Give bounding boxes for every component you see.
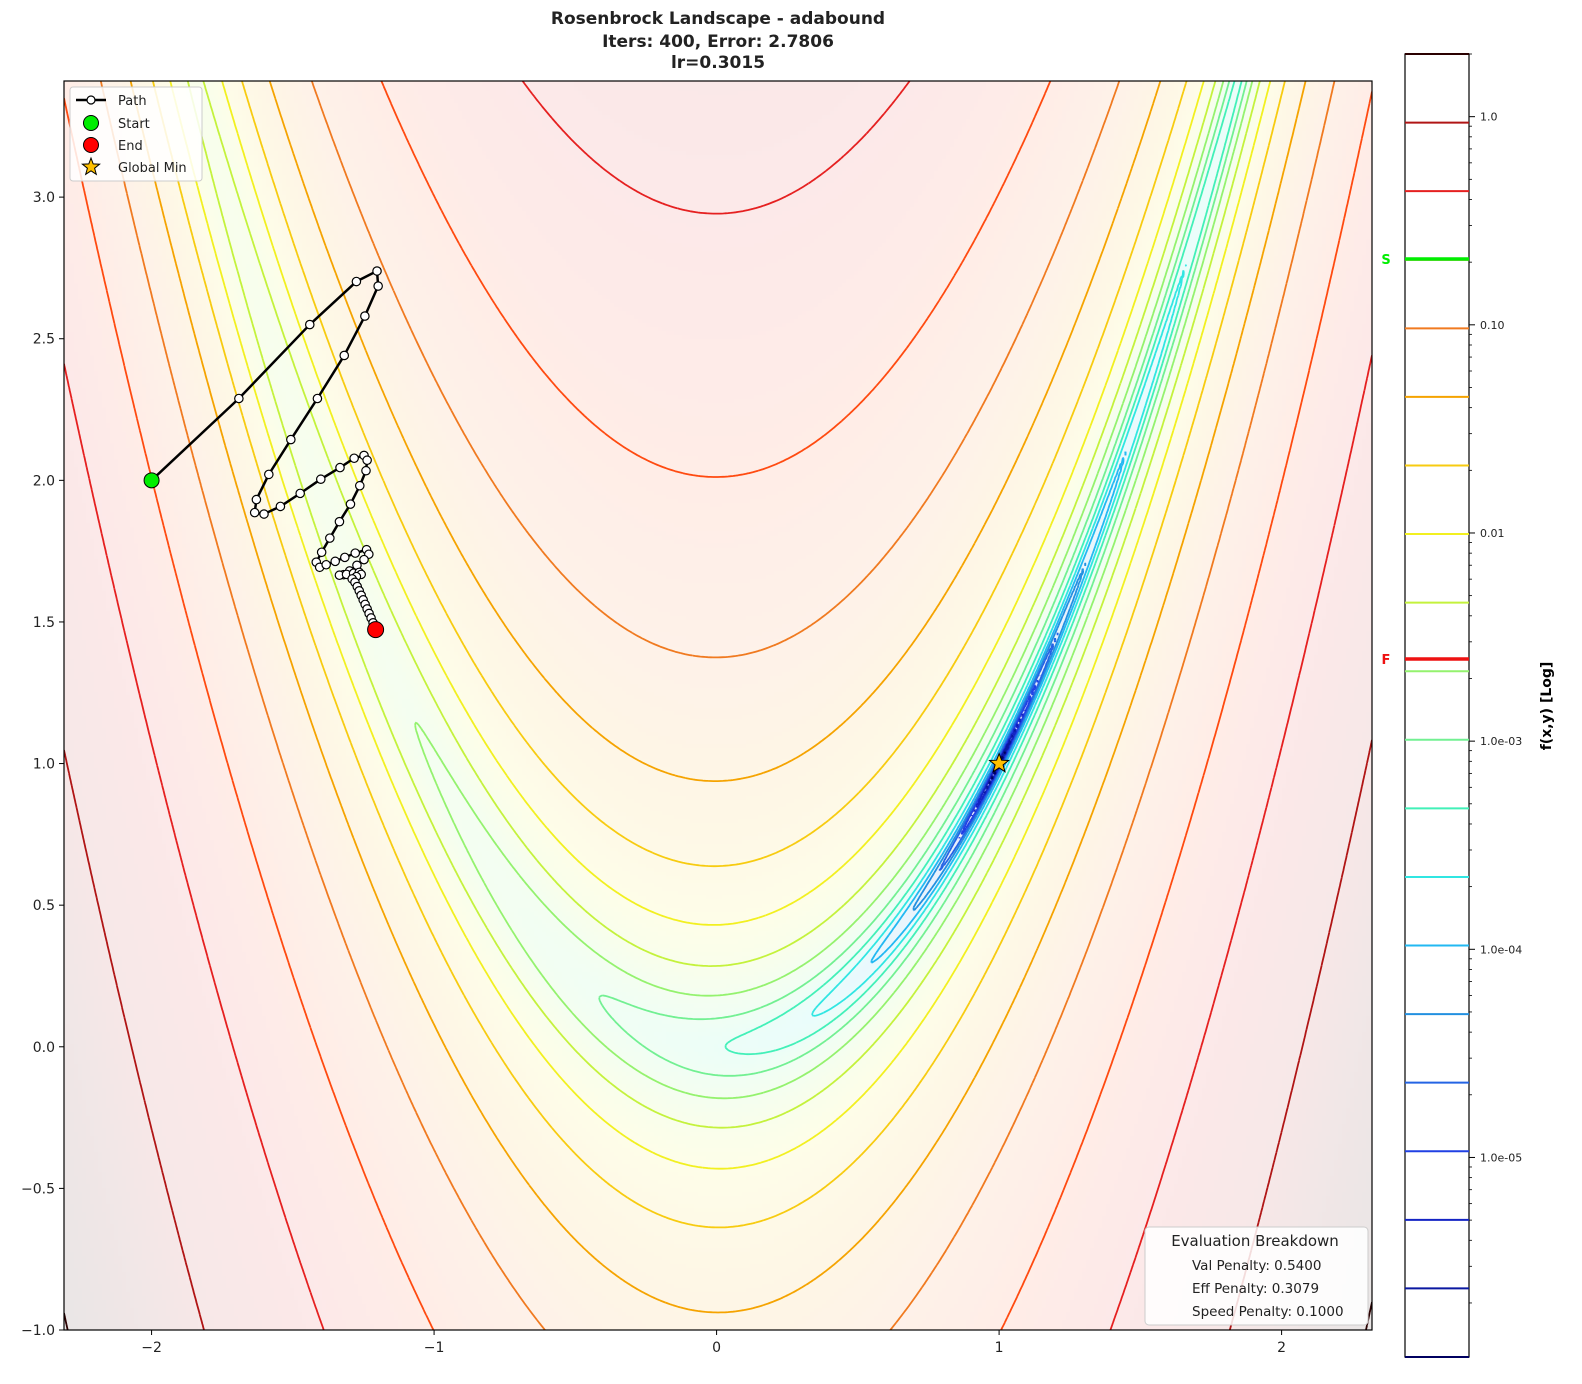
path-point: [286, 434, 296, 445]
contour-level-9: [414, 81, 1254, 1100]
path-point: [325, 533, 335, 543]
evaluation-box-frame: [1144, 1226, 1369, 1326]
path-point: [349, 453, 359, 464]
chart-title-line-2: Iters: 400, Error: 2.7806: [602, 32, 834, 52]
contour-level-6: [152, 81, 1286, 1229]
path-point: [350, 548, 361, 558]
y-tick-label: 1.0: [33, 757, 55, 773]
x-axis: −2 −1 0 1 2: [141, 1330, 1286, 1356]
legend-path-marker: [86, 95, 96, 105]
global-min-star: [988, 752, 1010, 773]
x-tick-label: 0: [712, 1340, 721, 1356]
legend-end-marker: [83, 137, 99, 153]
colorbar-label: f(x,y) [Log]: [1539, 662, 1555, 751]
path-point: [340, 552, 350, 563]
legend-start-marker: [83, 115, 99, 131]
path-point: [339, 350, 350, 361]
colorbar-tick-label: 0.01: [1480, 527, 1505, 540]
colorbar-tick-label: 1.0e-03: [1480, 735, 1522, 748]
y-tick-label: 2.5: [33, 332, 55, 348]
path-point: [354, 480, 365, 491]
contour-level-12: [811, 264, 1187, 1017]
chart-title-line-1: Rosenbrock Landscape - adabound: [550, 9, 886, 29]
path-point: [359, 554, 369, 565]
path-point: [360, 311, 370, 321]
colorbar-end-label: F: [1382, 653, 1391, 668]
path-point: [334, 516, 345, 527]
y-tick-label: 0.5: [33, 898, 55, 914]
path-point: [335, 462, 345, 473]
path-point: [251, 494, 262, 505]
colorbar-tick-label: 1.0e-05: [1480, 1151, 1522, 1164]
path-point: [315, 474, 326, 485]
path-point: [249, 507, 260, 518]
x-tick-label: −1: [424, 1340, 445, 1356]
speed-penalty: Speed Penalty: 0.1000: [1192, 1304, 1344, 1320]
colorbar-start-label: S: [1381, 253, 1390, 268]
plot-frame: [63, 80, 1373, 1331]
legend-label-path: Path: [118, 94, 147, 109]
colorbar-tick-label: 1.0: [1480, 111, 1498, 124]
legend: Path Start End Global Min: [69, 86, 203, 182]
colorbar-tick-label: 0.10: [1480, 319, 1505, 332]
y-tick-label: −1.0: [21, 1323, 55, 1339]
optimizer-path: [143, 266, 1010, 773]
path-point: [295, 488, 305, 499]
evaluation-title: Evaluation Breakdown: [1171, 1232, 1339, 1250]
y-tick-label: 2.0: [33, 473, 55, 489]
x-tick-label: 2: [1277, 1340, 1286, 1356]
contour-level-7: [169, 81, 1272, 1170]
path-point: [362, 455, 372, 466]
contour-level-8: [186, 81, 1261, 1129]
colorbar: 1.0 0.10 0.01 1.0e-03 1.0e-04 1.0e-05 S F f(x…: [1381, 53, 1555, 1358]
chart-title-line-3: lr=0.3015: [670, 53, 766, 73]
path-point: [259, 509, 269, 519]
y-tick-label: −0.5: [21, 1181, 55, 1197]
y-tick-label: 3.0: [33, 190, 55, 206]
contour-level-13: [870, 451, 1127, 964]
path-point: [264, 469, 274, 480]
legend-box: [69, 86, 203, 182]
path-point: [361, 465, 371, 476]
path-point: [351, 276, 362, 287]
colorbar-frame: [1404, 53, 1470, 1358]
path-point: [304, 319, 315, 330]
legend-label-start: Start: [118, 117, 150, 132]
eff-penalty: Eff Penalty: 0.3079: [1192, 1281, 1319, 1297]
path-point: [316, 547, 327, 558]
path-point: [345, 499, 356, 509]
legend-star-icon: [81, 156, 101, 176]
y-tick-label: 0.0: [33, 1040, 55, 1056]
contour-level-4: [99, 81, 1336, 1330]
path-point: [373, 281, 383, 291]
contour-level-11: [724, 81, 1243, 1056]
legend-label-global-min: Global Min: [118, 161, 187, 176]
x-tick-label: 1: [995, 1340, 1004, 1356]
x-tick-label: −2: [141, 1340, 162, 1356]
path-point: [312, 393, 323, 404]
contour-level-3: [64, 81, 1372, 1330]
path-point: [234, 393, 244, 404]
path-point: [321, 559, 331, 570]
val-penalty: Val Penalty: 0.5400: [1192, 1258, 1321, 1274]
path-point: [372, 266, 382, 276]
end-marker: [367, 621, 385, 639]
start-marker: [143, 472, 160, 489]
legend-label-end: End: [118, 139, 143, 154]
contour-level-2: [64, 81, 1372, 1330]
y-axis: −1.0 −0.5 0.0 0.5 1.0 1.5 2.0 2.5 3.0: [21, 190, 64, 1339]
contour-fill-background: [64, 81, 1372, 1330]
y-tick-label: 1.5: [33, 615, 55, 631]
evaluation-breakdown-box: Evaluation Breakdown Val Penalty: 0.5400…: [1144, 1226, 1369, 1326]
contour-level-1: [64, 739, 1372, 1330]
path-point: [330, 556, 341, 567]
contour-level-5: [129, 81, 1307, 1314]
contour-lines: [64, 81, 1372, 1330]
contour-level-10: [598, 81, 1248, 1077]
colorbar-tick-label: 1.0e-04: [1480, 943, 1522, 956]
path-point: [275, 501, 286, 512]
